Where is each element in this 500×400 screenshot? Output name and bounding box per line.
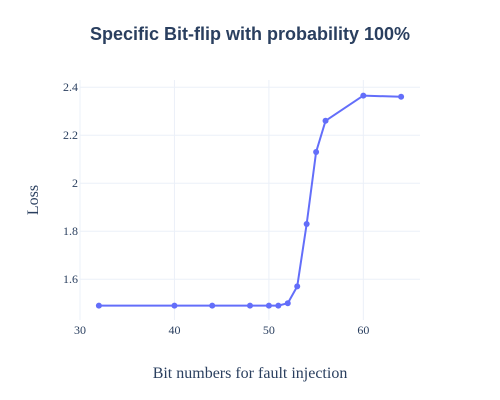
data-point bbox=[398, 94, 404, 100]
y-tick-label: 1.8 bbox=[63, 224, 78, 238]
data-point bbox=[209, 303, 215, 309]
chart-title: Specific Bit-flip with probability 100% bbox=[90, 24, 410, 44]
x-tick-label: 30 bbox=[74, 323, 86, 337]
data-point bbox=[360, 93, 366, 99]
data-point bbox=[294, 283, 300, 289]
y-axis-title: Loss bbox=[25, 185, 42, 215]
data-point bbox=[313, 149, 319, 155]
data-point bbox=[96, 303, 102, 309]
data-point bbox=[323, 118, 329, 124]
series-line bbox=[99, 96, 401, 306]
y-tick-label: 2 bbox=[72, 176, 78, 190]
data-point bbox=[247, 303, 253, 309]
y-tick-label: 2.4 bbox=[63, 80, 78, 94]
x-axis-ticks: 30 40 50 60 bbox=[74, 323, 369, 337]
grid bbox=[80, 80, 420, 320]
x-tick-label: 40 bbox=[168, 323, 180, 337]
series bbox=[96, 93, 404, 309]
data-point bbox=[275, 303, 281, 309]
y-axis-ticks: 1.6 1.8 2 2.2 2.4 bbox=[63, 80, 78, 286]
y-tick-label: 2.2 bbox=[63, 128, 78, 142]
y-tick-label: 1.6 bbox=[63, 272, 78, 286]
x-tick-label: 60 bbox=[357, 323, 369, 337]
data-point bbox=[266, 303, 272, 309]
data-point bbox=[171, 303, 177, 309]
data-point bbox=[304, 221, 310, 227]
x-axis-title: Bit numbers for fault injection bbox=[153, 365, 348, 382]
data-point bbox=[285, 300, 291, 306]
x-tick-label: 50 bbox=[263, 323, 275, 337]
